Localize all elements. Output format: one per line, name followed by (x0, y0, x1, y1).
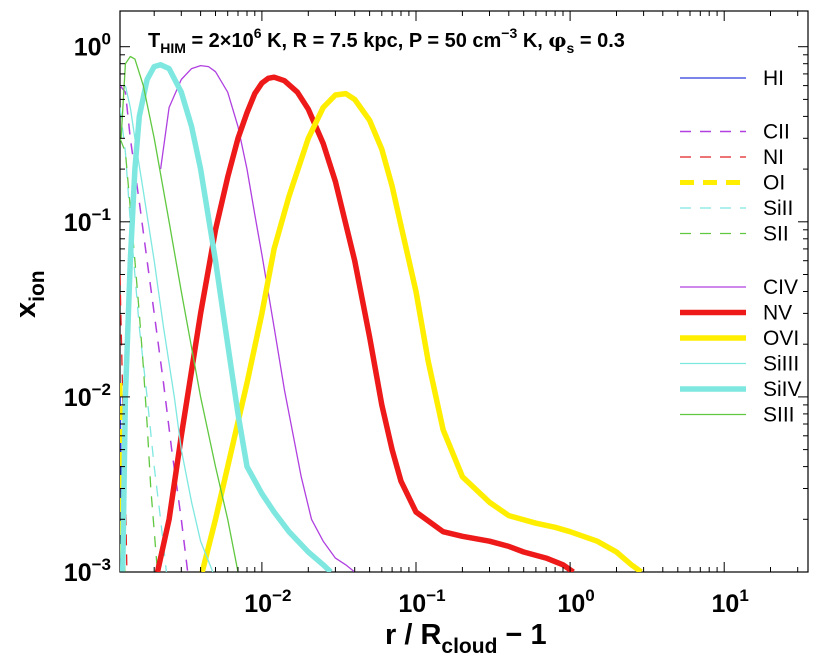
x-tick-label: 10−2 (244, 586, 291, 618)
tick-label-layer: 10−2 10−1 100 101 100 10−1 10−2 10−3 (64, 30, 749, 618)
x-axis-label: r / Rcloud − 1 (385, 619, 547, 658)
legend-label-nv: NV (763, 302, 792, 325)
series-line-siiii (124, 85, 214, 572)
legend-label-sii: SII (763, 223, 789, 246)
series-line-sii (120, 138, 159, 572)
series-line-civ (159, 64, 356, 572)
series-line-nv (154, 74, 575, 572)
y-tick-label: 10−2 (64, 380, 111, 412)
legend-label-siiii: SiIII (763, 353, 799, 376)
legend-label-siiv: SiIV (763, 378, 802, 401)
tick-layer (120, 11, 808, 573)
legend-label-civ: CIV (763, 276, 798, 299)
chart-title: THIM = 2×106 K, R = 7.5 kpc, P = 50 cm−3… (148, 25, 625, 56)
legend-label-hi: HI (763, 67, 784, 90)
series-line-ovi (199, 90, 643, 572)
y-tick-label: 10−3 (64, 555, 111, 587)
y-axis-label: xion (10, 270, 49, 318)
legend-label-siii: SIII (763, 404, 795, 427)
y-tick-label: 100 (74, 30, 111, 62)
legend-label-ni: NI (763, 146, 784, 169)
legend-label-ovi: OVI (763, 327, 799, 350)
x-tick-label: 101 (712, 586, 749, 618)
x-tick-label: 100 (557, 586, 594, 618)
series-line-siii (120, 55, 239, 572)
legend-label-cii: CII (763, 121, 790, 144)
series-line-siiv (120, 61, 333, 572)
legend-label-oi: OI (763, 172, 785, 195)
y-tick-label: 10−1 (64, 205, 111, 237)
x-tick-label: 10−1 (398, 586, 445, 618)
series-line-siii (120, 107, 168, 572)
legend-label-siii: SiII (763, 197, 793, 220)
series-layer (120, 55, 643, 572)
